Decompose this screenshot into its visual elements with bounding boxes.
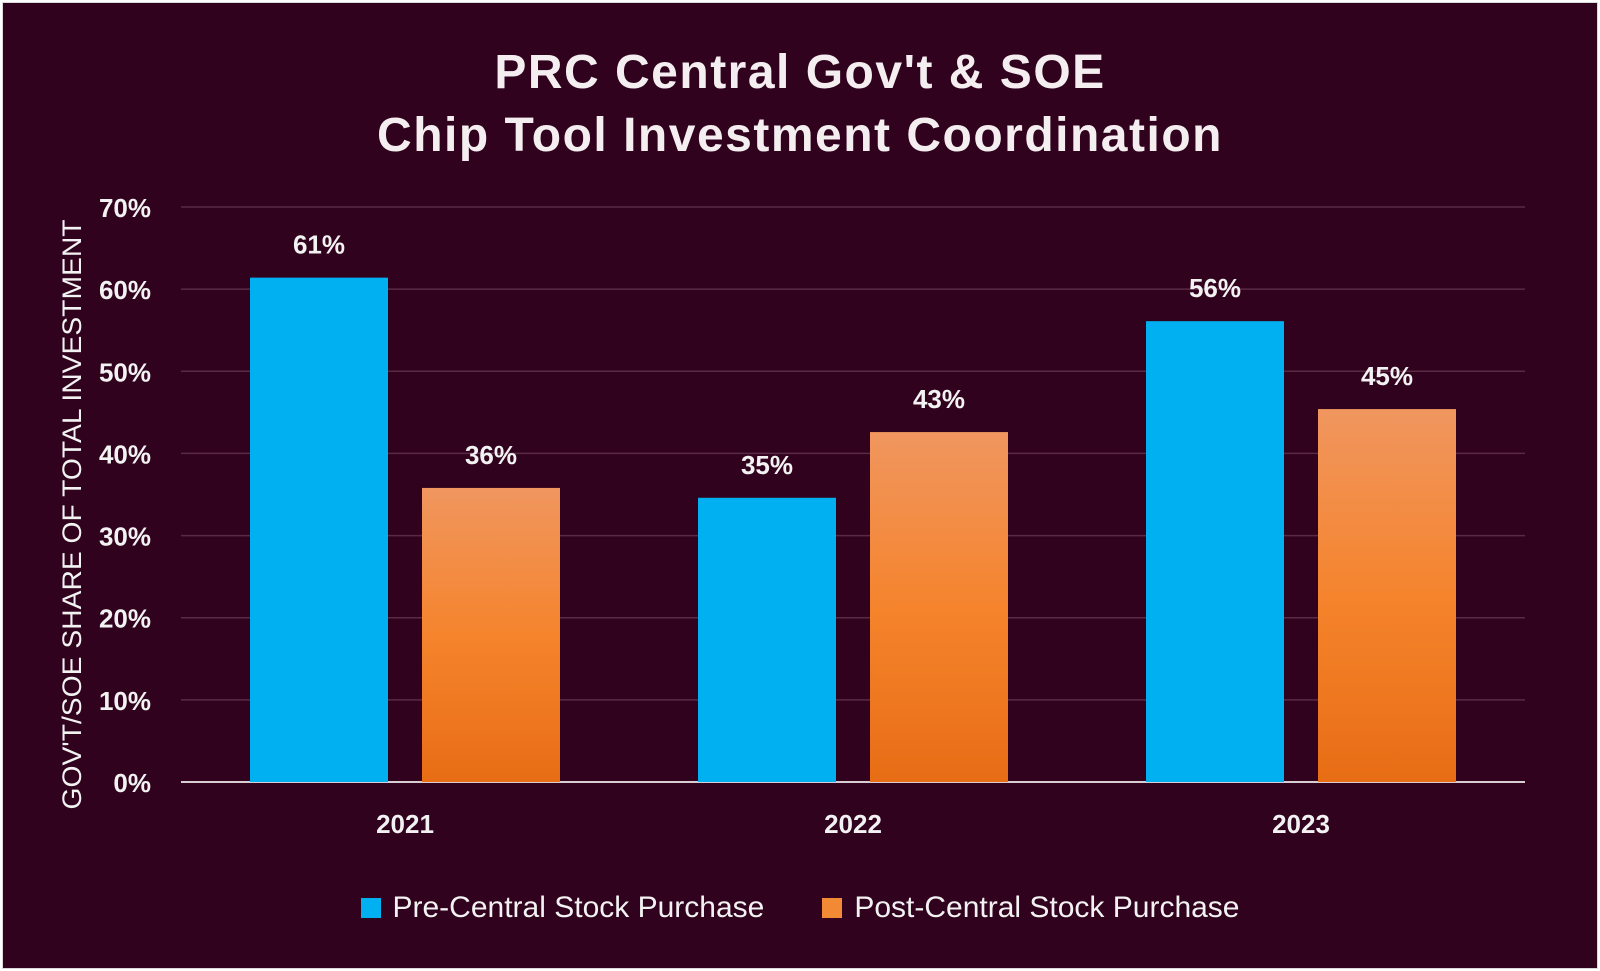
legend: Pre-Central Stock Purchase Post-Central … [3,891,1597,925]
data-label: 36% [465,440,517,470]
x-tick-label: 2021 [376,809,434,839]
y-tick-labels: 0% 10% 20% 30% 40% 50% 60% 70% [99,193,151,798]
gridlines [181,206,1525,783]
legend-item-post: Post-Central Stock Purchase [822,891,1240,925]
y-tick-label: 30% [99,522,151,552]
x-tick-label: 2022 [824,809,882,839]
bar-pre-2021 [250,277,388,782]
y-tick-label: 70% [99,193,151,223]
legend-label-pre: Pre-Central Stock Purchase [392,891,765,924]
bar-pre-2023 [1146,321,1284,782]
legend-swatch-post [822,898,843,918]
bar-chart: 0% 10% 20% 30% 40% 50% 60% 70% 61% 36% 35% 43% 56% 4… [57,193,1525,839]
data-labels: 61% 36% 35% 43% 56% 45% [293,230,1413,480]
data-label: 43% [913,384,965,414]
data-label: 45% [1361,361,1413,391]
data-label: 35% [741,450,793,480]
y-tick-label: 20% [99,604,151,634]
bar-post-2021 [422,487,560,782]
bar-post-2022 [870,432,1008,782]
legend-item-pre: Pre-Central Stock Purchase [360,891,765,925]
y-tick-label: 0% [113,768,151,798]
chart-frame: PRC Central Gov't & SOE Chip Tool Invest… [3,3,1597,968]
legend-swatch-pre [360,898,381,918]
y-tick-label: 50% [99,357,151,387]
x-tick-label: 2023 [1272,809,1330,839]
legend-label-post: Post-Central Stock Purchase [854,891,1240,924]
data-label: 56% [1189,273,1241,303]
y-tick-label: 40% [99,439,151,469]
chart-title-line-1: PRC Central Gov't & SOE [494,46,1106,99]
y-tick-label: 10% [99,686,151,716]
bar-post-2023 [1318,409,1456,782]
y-tick-label: 60% [99,275,151,305]
bars [250,277,1456,782]
chart-title: PRC Central Gov't & SOE Chip Tool Invest… [3,41,1597,167]
chart-title-line-2: Chip Tool Investment Coordination [377,109,1223,162]
data-label: 61% [293,230,345,260]
bar-pre-2022 [698,497,836,782]
x-tick-labels: 2021 2022 2023 [376,809,1330,839]
y-axis-title: GOV'T/SOE SHARE OF TOTAL INVESTMENT [57,220,87,810]
